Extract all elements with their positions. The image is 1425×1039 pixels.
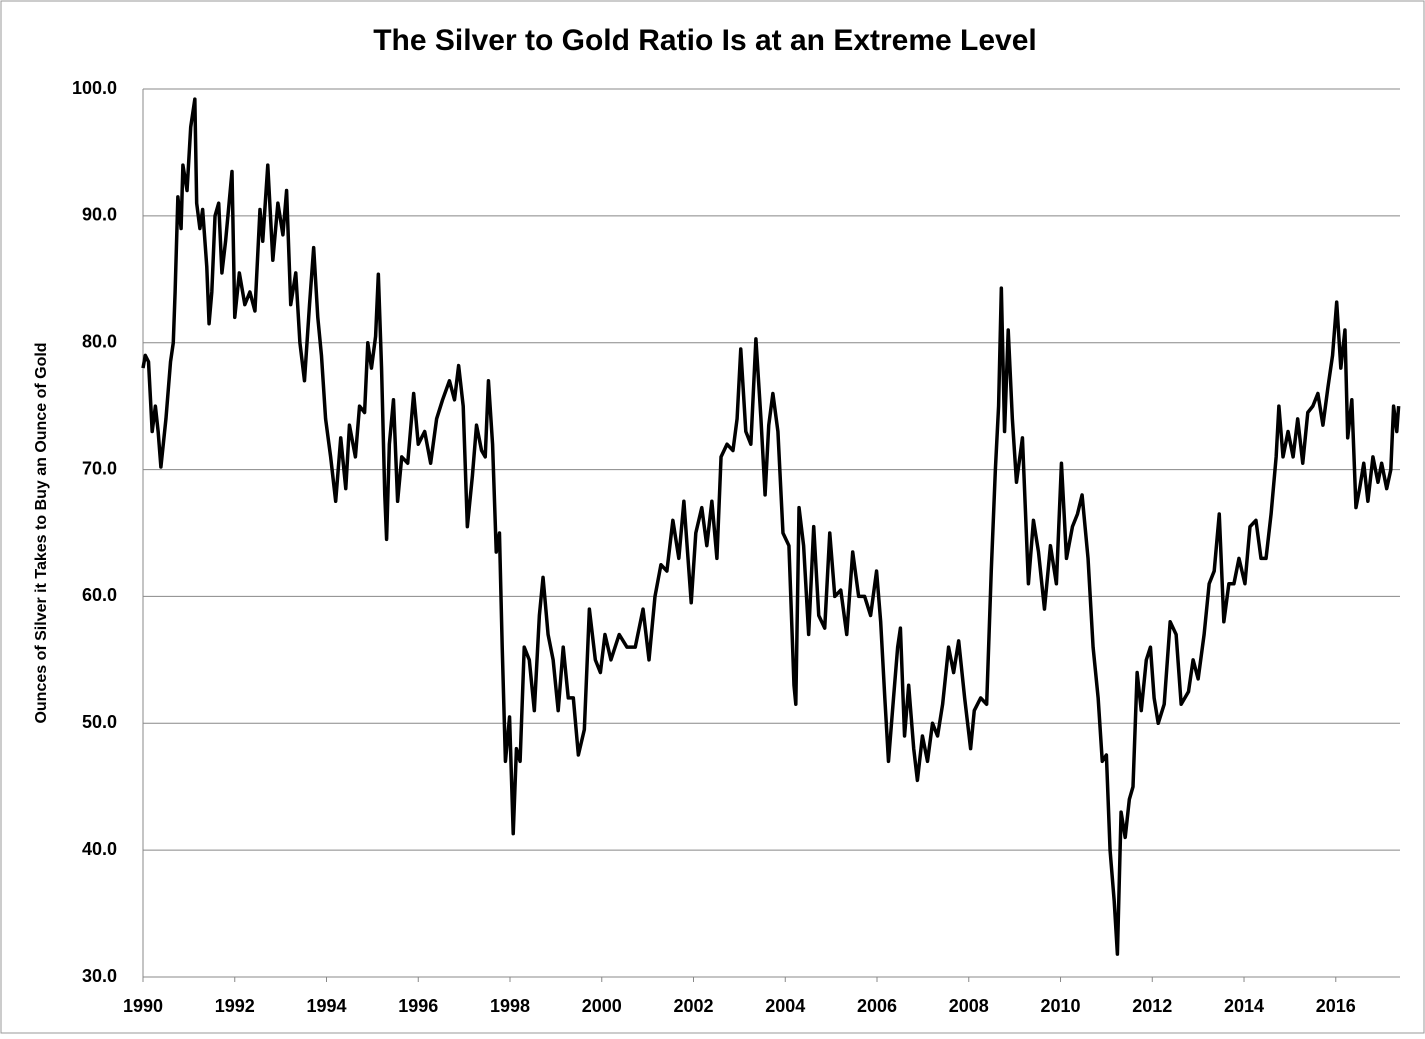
x-tick-label: 2012 xyxy=(1132,996,1172,1016)
x-tick-label: 1996 xyxy=(398,996,438,1016)
y-tick-label: 90.0 xyxy=(82,205,117,225)
y-tick-label: 70.0 xyxy=(82,458,117,478)
x-tick-label: 1998 xyxy=(490,996,530,1016)
x-tick-label: 2016 xyxy=(1316,996,1356,1016)
x-tick-label: 2000 xyxy=(582,996,622,1016)
x-tick-label: 2014 xyxy=(1224,996,1264,1016)
y-axis-label: Ounces of Silver it Takes to Buy an Ounc… xyxy=(33,342,50,723)
x-tick-label: 2008 xyxy=(949,996,989,1016)
x-tick-label: 2004 xyxy=(765,996,805,1016)
x-tick-label: 2006 xyxy=(857,996,897,1016)
y-tick-label: 60.0 xyxy=(82,585,117,605)
y-tick-label: 100.0 xyxy=(72,78,117,98)
data-line xyxy=(141,97,1401,956)
x-tick-label: 2010 xyxy=(1040,996,1080,1016)
chart-title: The Silver to Gold Ratio Is at an Extrem… xyxy=(373,24,1037,57)
x-tick-label: 1994 xyxy=(306,996,346,1016)
y-tick-label: 30.0 xyxy=(82,966,117,986)
y-tick-label: 40.0 xyxy=(82,839,117,859)
x-tick-label: 2002 xyxy=(673,996,713,1016)
x-tick-label: 1992 xyxy=(215,996,255,1016)
y-tick-label: 50.0 xyxy=(82,712,117,732)
x-tick-label: 1990 xyxy=(123,996,163,1016)
y-tick-label: 80.0 xyxy=(82,331,117,351)
